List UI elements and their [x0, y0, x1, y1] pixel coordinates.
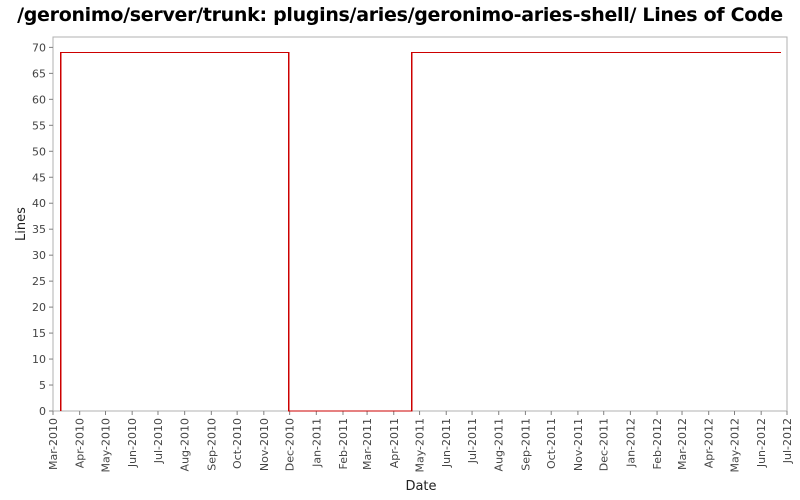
y-tick-label: 45: [32, 171, 46, 184]
x-tick-label: May-2012: [729, 418, 742, 473]
y-axis-label: Lines: [14, 207, 29, 241]
x-tick-label: Mar-2012: [676, 418, 689, 470]
y-tick-label: 25: [32, 275, 46, 288]
x-tick-label: Apr-2010: [74, 418, 87, 468]
x-axis-label: Date: [405, 479, 436, 494]
x-tick-label: Aug-2011: [493, 418, 506, 471]
x-tick-label: Oct-2010: [231, 418, 244, 469]
x-tick-label: Nov-2011: [572, 418, 585, 471]
x-tick-label: Sep-2011: [519, 418, 532, 471]
x-tick-label: Apr-2011: [388, 418, 401, 468]
x-tick-label: Feb-2012: [651, 418, 664, 469]
x-tick-label: Mar-2010: [47, 418, 60, 470]
y-tick-label: 50: [32, 145, 46, 158]
x-tick-label: Jan-2012: [624, 418, 637, 468]
x-tick-label: Nov-2010: [258, 418, 271, 471]
y-tick-label: 5: [39, 379, 46, 392]
y-axis: 0 5 10 15 20 25 30 35 40 45 50 55 60 65 70: [32, 41, 53, 418]
x-tick-label: Jul-2011: [466, 418, 479, 464]
x-tick-label: Jul-2012: [781, 418, 794, 464]
y-tick-label: 70: [32, 41, 46, 54]
series-line: [60, 51, 781, 412]
y-tick-label: 35: [32, 223, 46, 236]
x-tick-label: May-2010: [99, 418, 112, 473]
x-tick-label: Dec-2010: [284, 418, 297, 471]
y-tick-label: 60: [32, 93, 46, 106]
y-tick-label: 15: [32, 327, 46, 340]
y-tick-label: 0: [39, 405, 46, 418]
y-tick-label: 20: [32, 301, 46, 314]
x-tick-label: Apr-2012: [703, 418, 716, 468]
y-tick-label: 40: [32, 197, 46, 210]
plot-area: [52, 36, 788, 412]
x-tick-label: Jun-2012: [755, 418, 768, 468]
x-tick-label: Jun-2011: [440, 418, 453, 468]
x-tick-label: Feb-2011: [337, 418, 350, 469]
y-tick-label: 10: [32, 353, 46, 366]
x-tick-label: Sep-2010: [205, 418, 218, 471]
y-tick-label: 55: [32, 119, 46, 132]
x-tick-label: Oct-2011: [545, 418, 558, 469]
x-tick-label: Jul-2010: [152, 418, 165, 464]
x-tick-label: Jun-2010: [126, 418, 139, 468]
y-tick-label: 65: [32, 67, 46, 80]
series-group: [60, 51, 781, 412]
x-axis: Mar-2010 Apr-2010 May-2010 Jun-2010 Jul-2010…: [47, 411, 794, 473]
x-tick-label: Dec-2011: [598, 418, 611, 471]
x-tick-label: Mar-2011: [361, 418, 374, 470]
x-tick-label: Aug-2010: [179, 418, 192, 471]
chart-title: /geronimo/server/trunk: plugins/aries/ge…: [17, 4, 783, 26]
y-tick-label: 30: [32, 249, 46, 262]
x-tick-label: Jan-2011: [310, 418, 323, 468]
x-tick-label: May-2011: [414, 418, 427, 473]
